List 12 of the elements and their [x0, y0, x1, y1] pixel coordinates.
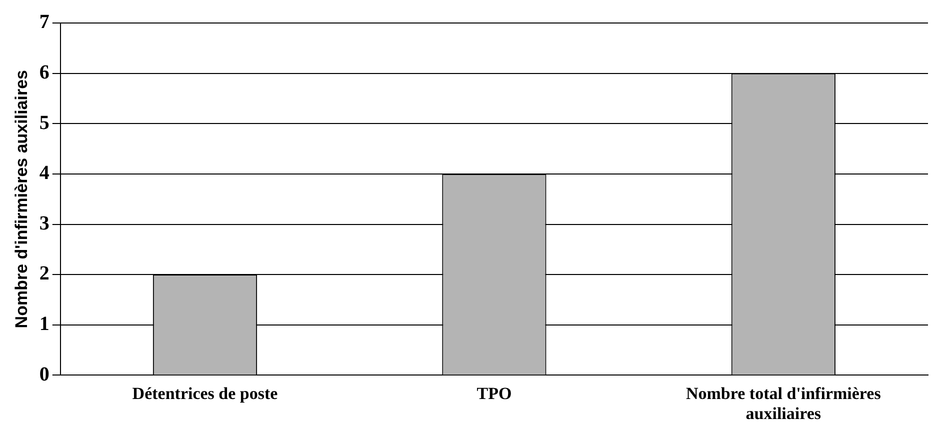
y-tick-label: 0 — [39, 363, 50, 386]
y-axis-title: Nombre d'infirmières auxiliaires — [12, 70, 31, 328]
y-tick-label: 3 — [39, 212, 50, 234]
y-tick-label: 6 — [39, 61, 50, 84]
x-tick-label: Détentrices de poste — [132, 384, 278, 403]
y-tick-label: 7 — [39, 11, 50, 34]
x-tick-label: TPO — [476, 384, 512, 403]
y-tick-label: 2 — [39, 262, 50, 285]
y-tick-label: 1 — [39, 313, 50, 336]
x-tick-label: Nombre total d'infirmières auxiliaires — [686, 384, 882, 424]
y-tick-label: 4 — [39, 162, 50, 184]
y-tick-label: 5 — [39, 112, 50, 134]
